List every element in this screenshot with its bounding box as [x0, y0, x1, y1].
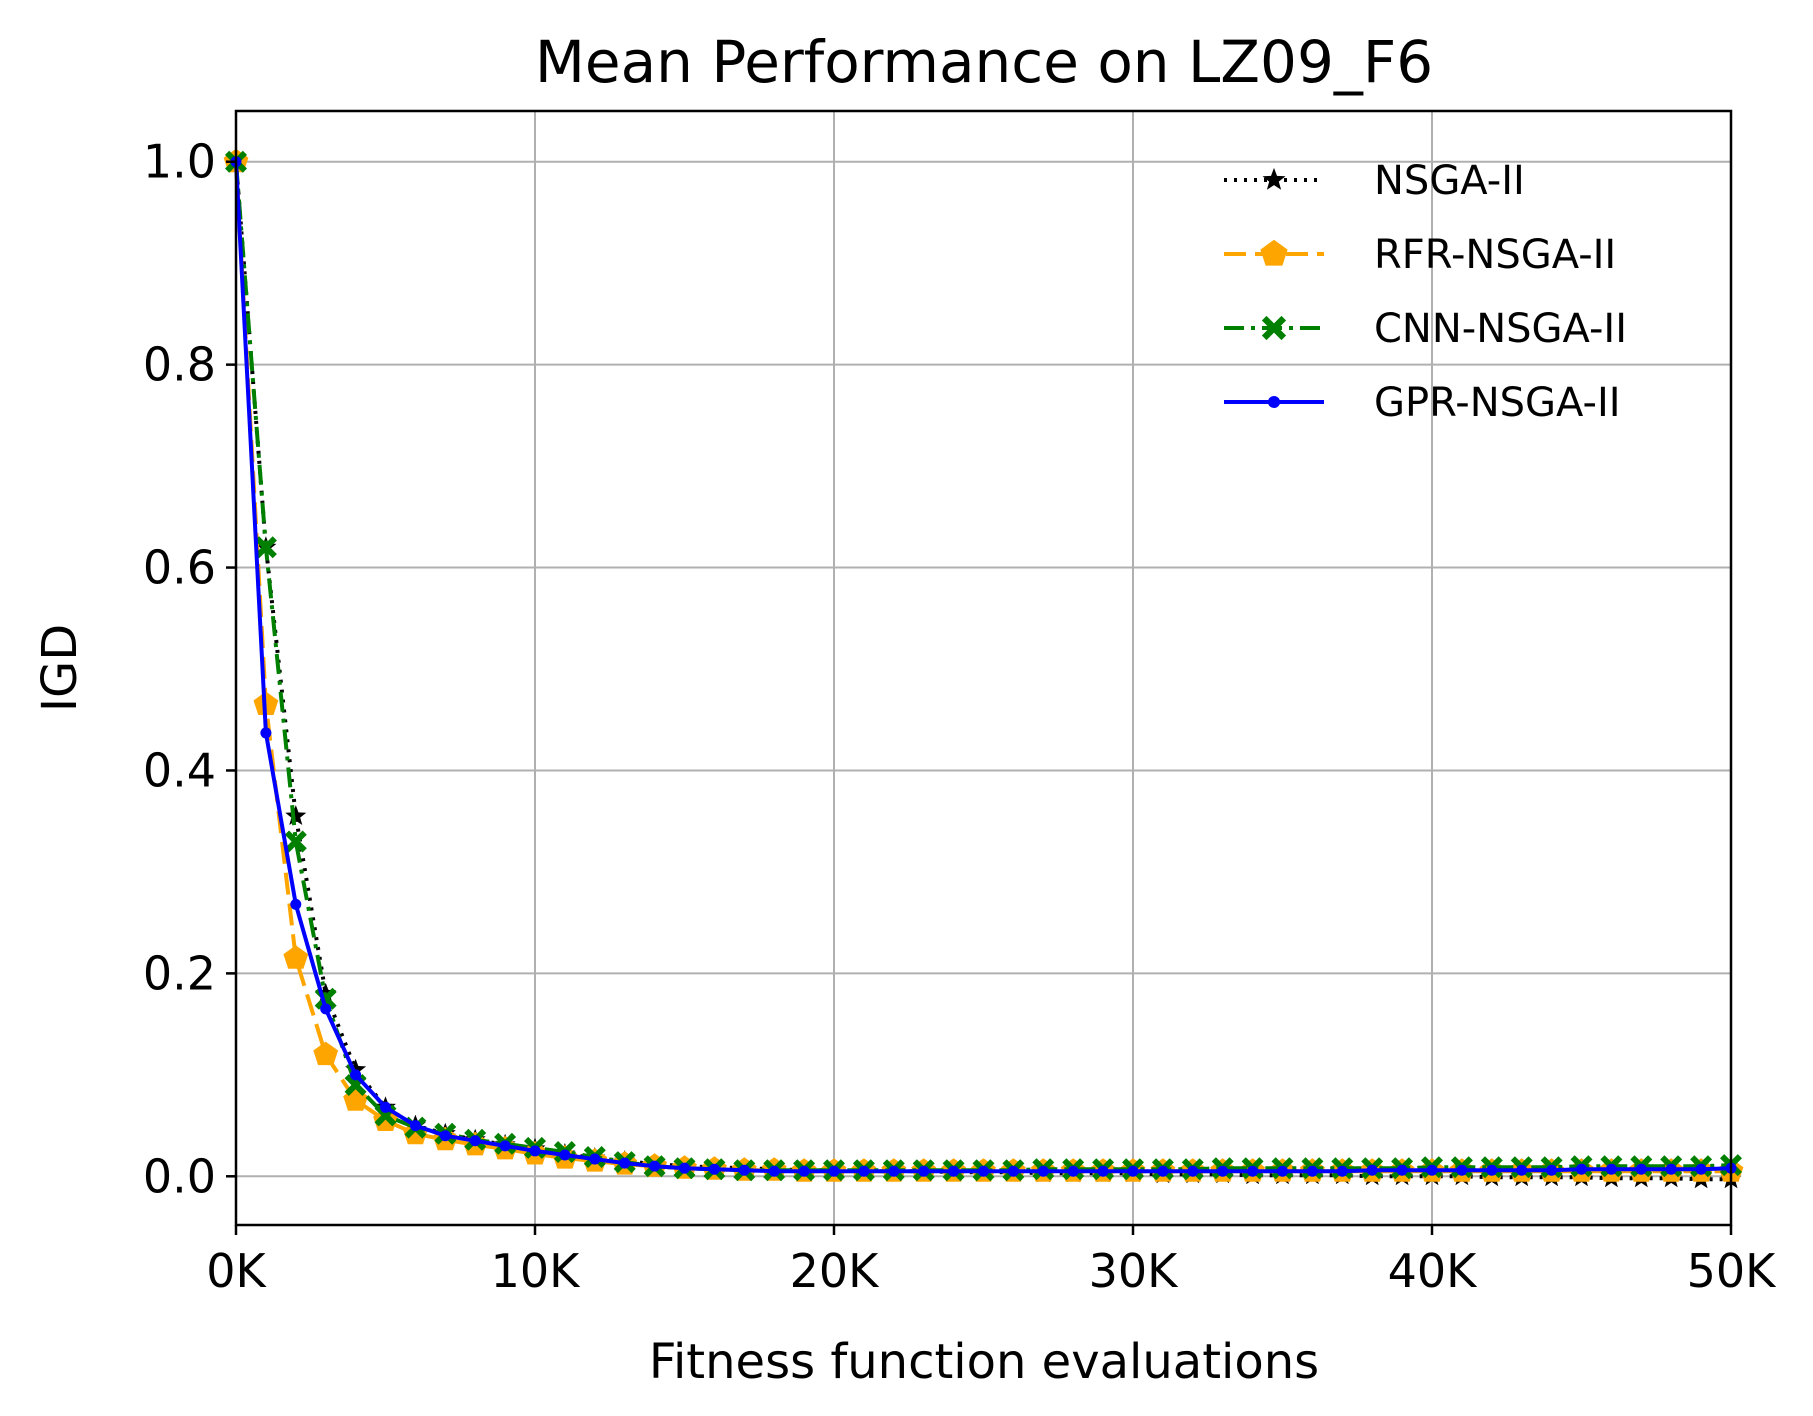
data-point — [290, 898, 302, 910]
data-point — [589, 1153, 601, 1165]
chart-title: Mean Performance on LZ09_F6 — [535, 28, 1433, 96]
data-point — [320, 1003, 332, 1015]
x-tick-label: 10K — [491, 1244, 582, 1298]
data-point — [679, 1162, 690, 1174]
data-point — [619, 1157, 631, 1169]
legend-item: RFR-NSGA-II — [1224, 232, 1616, 278]
series-rfr-nsga-ii — [223, 148, 1744, 1182]
data-point — [1576, 1163, 1587, 1175]
data-point — [708, 1163, 720, 1175]
y-tick-label: 0.8 — [143, 338, 216, 392]
data-point — [1097, 1165, 1109, 1177]
data-point — [1127, 1165, 1139, 1177]
data-point — [284, 830, 307, 853]
x-tick-label: 0K — [206, 1244, 267, 1298]
data-point — [828, 1165, 840, 1177]
y-tick-label: 0.4 — [143, 743, 216, 797]
series-gpr-nsga-ii — [230, 156, 1737, 1177]
data-point — [888, 1165, 900, 1177]
data-point — [1007, 1165, 1019, 1177]
data-point — [1396, 1164, 1408, 1176]
data-point — [798, 1165, 810, 1177]
data-point — [409, 1120, 421, 1132]
data-point — [283, 945, 309, 969]
data-point — [1695, 1163, 1707, 1175]
legend-marker — [1262, 167, 1286, 190]
y-axis-label: IGD — [32, 624, 88, 712]
x-tick-label: 30K — [1089, 1244, 1180, 1298]
data-point — [260, 727, 272, 739]
data-point — [1037, 1165, 1049, 1177]
data-point — [439, 1130, 451, 1142]
data-point — [313, 1041, 339, 1066]
data-point — [1486, 1164, 1498, 1176]
data-point — [285, 805, 307, 825]
data-point — [1605, 1163, 1617, 1175]
data-point — [918, 1165, 930, 1177]
data-point — [1426, 1164, 1438, 1176]
data-point — [469, 1135, 481, 1147]
x-axis-label: Fitness function evaluations — [649, 1334, 1319, 1390]
data-point — [380, 1101, 391, 1113]
legend-label: NSGA-II — [1374, 158, 1525, 204]
data-point — [738, 1164, 750, 1176]
y-tick-label: 0.0 — [143, 1149, 216, 1203]
legend-marker — [1267, 395, 1281, 409]
data-point — [1665, 1163, 1677, 1175]
y-tick-label: 1.0 — [143, 135, 216, 189]
data-point — [350, 1069, 362, 1081]
y-tick-label: 0.2 — [143, 946, 216, 1000]
data-point — [858, 1165, 870, 1177]
data-point — [559, 1149, 571, 1161]
series-line — [234, 161, 1731, 1182]
data-point — [948, 1165, 960, 1177]
data-point — [1157, 1165, 1169, 1177]
x-tick-label: 40K — [1388, 1244, 1479, 1298]
data-point — [1217, 1165, 1229, 1177]
data-point — [649, 1160, 661, 1172]
y-tick-label: 0.6 — [143, 541, 216, 595]
data-point — [1635, 1163, 1647, 1175]
data-point — [1546, 1164, 1558, 1176]
data-point — [978, 1165, 989, 1177]
data-point — [768, 1165, 780, 1177]
data-point — [1187, 1165, 1199, 1177]
legend-item: NSGA-II — [1224, 158, 1525, 204]
data-point — [1516, 1164, 1528, 1176]
legend-marker — [1260, 239, 1288, 266]
data-point — [1277, 1165, 1288, 1177]
legend-marker — [1261, 315, 1287, 341]
series-layer — [223, 148, 1744, 1189]
legend-label: RFR-NSGA-II — [1374, 232, 1616, 278]
data-point — [529, 1145, 541, 1157]
axis-ticks: 0K 10K 20K 30K 40K 50K 0.0 0.2 0.4 0.6 0.8 1.0 — [143, 135, 1777, 1298]
data-point — [1067, 1165, 1079, 1177]
data-point — [1366, 1164, 1378, 1176]
grid — [235, 111, 1732, 1225]
data-point — [1247, 1165, 1259, 1177]
x-tick-label: 50K — [1687, 1244, 1778, 1298]
legend: NSGA-II RFR-NSGA-II CNN-NSGA-II GPR-NSGA-II — [1224, 158, 1627, 426]
data-point — [1306, 1165, 1318, 1177]
legend-label: GPR-NSGA-II — [1374, 380, 1621, 426]
legend-item: CNN-NSGA-II — [1224, 306, 1627, 352]
data-point — [254, 536, 277, 559]
x-tick-label: 20K — [790, 1244, 881, 1298]
data-point — [345, 1058, 367, 1079]
data-point — [1456, 1164, 1468, 1176]
data-point — [499, 1140, 511, 1152]
legend-label: CNN-NSGA-II — [1374, 306, 1627, 352]
legend-item: GPR-NSGA-II — [1224, 380, 1621, 426]
plot-frame — [234, 109, 1733, 1227]
data-point — [1336, 1165, 1348, 1177]
